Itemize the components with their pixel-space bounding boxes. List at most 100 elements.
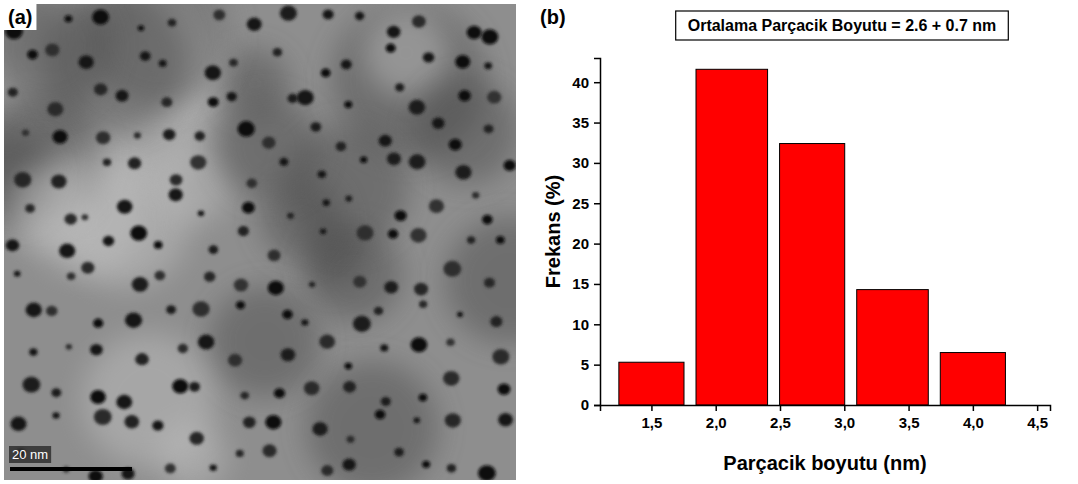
y-tick-label: 10 bbox=[572, 316, 589, 333]
particle bbox=[52, 412, 59, 419]
scale-bar bbox=[10, 467, 132, 471]
tone-patch bbox=[363, 10, 449, 96]
particle bbox=[379, 135, 392, 147]
particle bbox=[341, 60, 352, 70]
particle bbox=[103, 236, 114, 246]
particle bbox=[155, 271, 166, 281]
y-tick-label: 5 bbox=[581, 356, 589, 373]
particle bbox=[234, 279, 248, 292]
particle bbox=[280, 5, 297, 20]
particle bbox=[189, 382, 200, 392]
particle bbox=[458, 90, 470, 101]
particle bbox=[320, 228, 326, 234]
particle bbox=[273, 48, 283, 57]
tone-patch bbox=[306, 361, 439, 480]
particle bbox=[8, 88, 18, 97]
particle bbox=[394, 448, 404, 457]
particle bbox=[124, 415, 139, 428]
particle bbox=[449, 139, 462, 151]
particle bbox=[262, 137, 276, 149]
particle bbox=[66, 344, 72, 350]
panel-letter-background bbox=[4, 4, 36, 30]
particle bbox=[268, 250, 281, 262]
particle bbox=[347, 436, 355, 443]
particle bbox=[65, 214, 77, 225]
particle bbox=[10, 417, 26, 432]
particle bbox=[387, 152, 401, 165]
y-axis-title: Frekans (%) bbox=[542, 175, 564, 288]
x-tick-label: 2,0 bbox=[706, 414, 727, 431]
panel-letter: (a) bbox=[8, 6, 32, 28]
particle bbox=[262, 444, 276, 457]
particle bbox=[504, 160, 516, 171]
particle bbox=[90, 390, 106, 404]
particle bbox=[344, 101, 352, 108]
particle bbox=[445, 413, 461, 427]
y-tick-mark bbox=[594, 82, 600, 84]
particle bbox=[117, 200, 133, 214]
particle bbox=[414, 283, 428, 296]
particle bbox=[92, 10, 109, 25]
particle bbox=[336, 142, 347, 152]
particle bbox=[304, 381, 319, 395]
x-tick-label: 3,5 bbox=[899, 414, 920, 431]
particle bbox=[205, 65, 221, 80]
x-tick-label: 2,5 bbox=[770, 414, 791, 431]
y-tick: 15 bbox=[572, 275, 600, 292]
particle bbox=[481, 29, 498, 44]
particle bbox=[198, 210, 204, 216]
particle bbox=[213, 9, 225, 20]
x-tick: 2,0 bbox=[706, 405, 727, 431]
particle bbox=[342, 459, 356, 471]
y-tick: 30 bbox=[572, 154, 600, 171]
particle bbox=[297, 90, 314, 105]
particle bbox=[395, 83, 404, 91]
particle bbox=[81, 262, 94, 274]
particle bbox=[209, 245, 219, 254]
y-tick-mark bbox=[594, 243, 600, 245]
particle bbox=[388, 229, 398, 238]
particle bbox=[309, 282, 315, 287]
y-tick: 40 bbox=[572, 74, 600, 91]
particle bbox=[429, 199, 444, 213]
particle bbox=[210, 464, 217, 471]
y-tick: 25 bbox=[572, 195, 600, 212]
particle bbox=[422, 461, 430, 468]
particle bbox=[247, 18, 262, 31]
particle bbox=[198, 334, 215, 349]
particle bbox=[279, 158, 288, 166]
particle bbox=[163, 129, 175, 140]
particle bbox=[94, 83, 107, 95]
particle bbox=[208, 97, 219, 107]
particle bbox=[380, 344, 388, 351]
chart-title: Ortalama Parçacik Boyutu = 2.6 + 0.7 nm bbox=[688, 17, 997, 34]
particle bbox=[447, 464, 456, 472]
particle bbox=[487, 91, 501, 104]
particle bbox=[90, 344, 103, 355]
particle bbox=[412, 15, 426, 27]
y-tick-mark bbox=[594, 163, 600, 165]
particle bbox=[446, 338, 454, 346]
x-tick: 3,0 bbox=[834, 405, 855, 431]
particle bbox=[310, 122, 321, 132]
particle bbox=[178, 344, 188, 353]
x-tick-mark bbox=[780, 405, 782, 411]
particle bbox=[238, 121, 255, 137]
particle bbox=[81, 214, 88, 220]
y-tick: 20 bbox=[572, 235, 600, 252]
particle bbox=[59, 244, 75, 259]
particle bbox=[410, 228, 426, 243]
y-tick-label: 35 bbox=[572, 114, 589, 131]
particle bbox=[26, 303, 42, 318]
y-tick-label: 40 bbox=[572, 74, 589, 91]
x-tick: 2,5 bbox=[770, 405, 791, 431]
particle bbox=[345, 196, 352, 202]
particle bbox=[159, 60, 167, 67]
bar bbox=[619, 362, 684, 405]
particle bbox=[482, 215, 493, 225]
particle bbox=[79, 55, 94, 69]
particle bbox=[374, 307, 383, 315]
x-tick: 3,5 bbox=[899, 405, 920, 431]
particle bbox=[96, 131, 110, 144]
particle bbox=[282, 310, 292, 319]
